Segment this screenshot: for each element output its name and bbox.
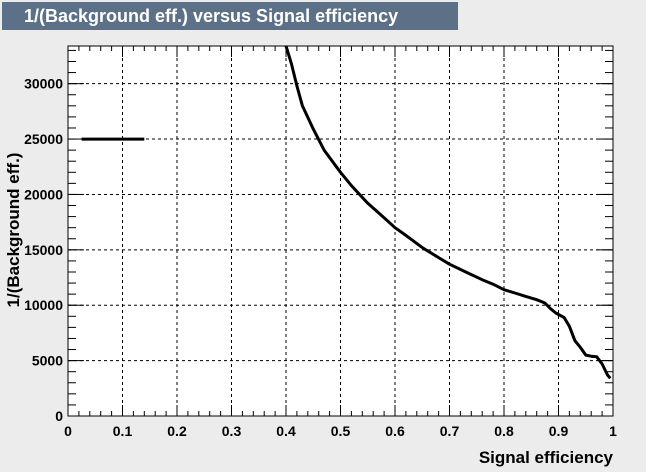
- y-tick-label: 5000: [32, 353, 63, 369]
- x-tick-label: 0: [64, 423, 72, 439]
- grid: [68, 46, 613, 416]
- y-tick-label: 0: [55, 408, 63, 424]
- x-tick-label: 0.4: [276, 423, 296, 439]
- x-axis-title: Signal efficiency: [479, 448, 614, 467]
- x-tick-label: 0.8: [494, 423, 514, 439]
- x-tick-label: 0.9: [549, 423, 569, 439]
- x-tick-labels: 0 0.1 0.2 0.3 0.4 0.5 0.6 0.7 0.8 0.9 1: [64, 423, 617, 439]
- axis-ticks: [67, 46, 614, 417]
- y-tick-label: 15000: [24, 242, 63, 258]
- chart-title: 1/(Background eff.) versus Signal effici…: [2, 2, 458, 30]
- x-tick-label: 0.3: [222, 423, 242, 439]
- x-tick-label: 0.2: [167, 423, 187, 439]
- y-tick-label: 20000: [24, 186, 63, 202]
- y-tick-label: 10000: [24, 297, 63, 313]
- x-tick-label: 0.5: [331, 423, 351, 439]
- y-tick-label: 30000: [24, 76, 63, 92]
- series-lines: [81, 45, 612, 380]
- y-tick-labels: 0 5000 10000 15000 20000 25000 30000: [24, 76, 63, 424]
- y-tick-label: 25000: [24, 131, 63, 147]
- y-axis-title: 1/(Background eff.): [4, 153, 23, 308]
- x-tick-label: 1: [609, 423, 617, 439]
- x-tick-label: 0.7: [440, 423, 460, 439]
- series-line: [284, 45, 612, 380]
- x-tick-label: 0.6: [385, 423, 405, 439]
- x-tick-label: 0.1: [113, 423, 133, 439]
